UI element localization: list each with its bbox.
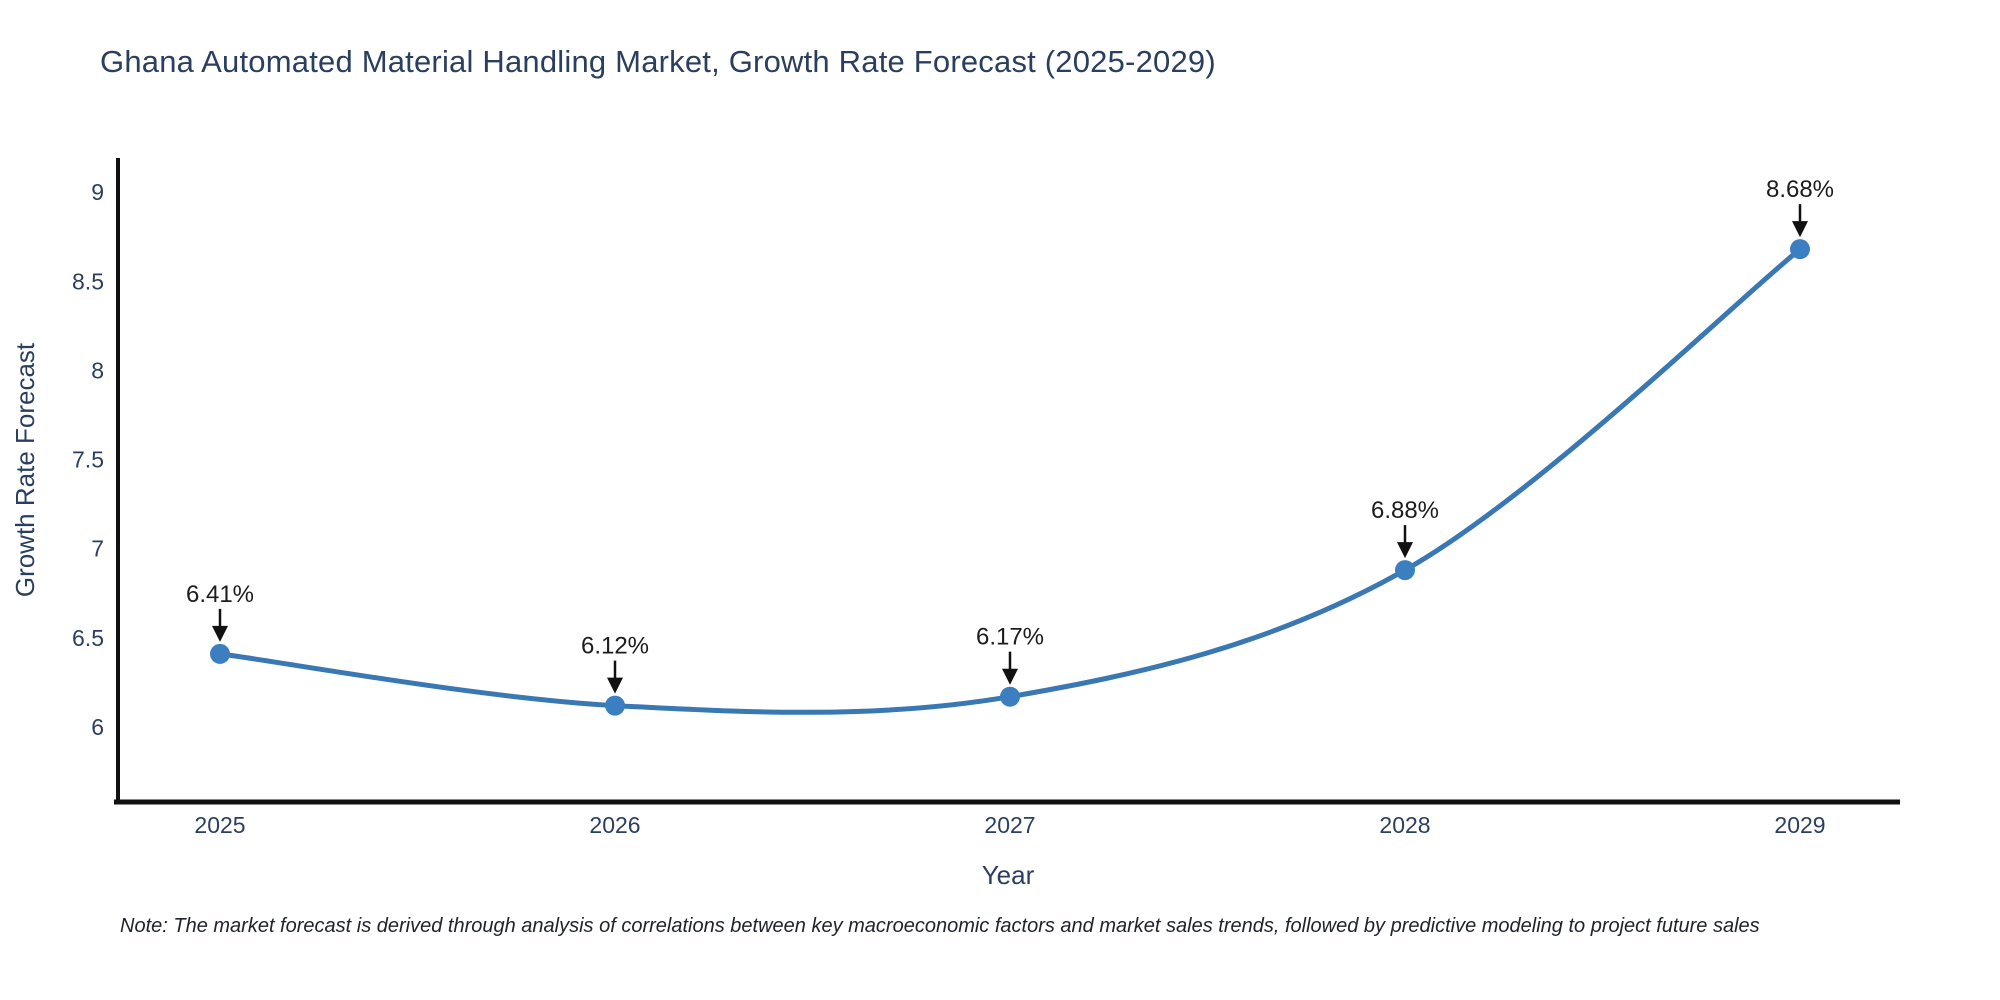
y-tick-label: 7.5 bbox=[72, 447, 104, 473]
y-tick-label: 8.5 bbox=[72, 268, 104, 294]
x-axis-title: Year bbox=[982, 860, 1035, 890]
point-value-label: 6.12% bbox=[581, 633, 649, 660]
point-annotation: 8.68% bbox=[1766, 176, 1834, 238]
y-axis-tick-labels: 6 6.5 7 7.5 8 8.5 9 bbox=[72, 179, 104, 740]
axes bbox=[114, 158, 1900, 805]
point-value-label: 6.41% bbox=[186, 581, 254, 608]
x-tick-label: 2025 bbox=[194, 812, 245, 838]
y-tick-label: 6 bbox=[91, 714, 104, 740]
data-point-marker bbox=[1790, 239, 1810, 260]
y-tick-label: 7 bbox=[91, 536, 104, 562]
x-tick-label: 2029 bbox=[1774, 812, 1825, 838]
annotation-arrowhead-icon bbox=[1792, 221, 1808, 238]
point-annotation: 6.12% bbox=[581, 633, 649, 694]
series-line bbox=[217, 246, 1803, 715]
point-value-label: 6.88% bbox=[1371, 497, 1439, 524]
y-axis-title: Growth Rate Forecast bbox=[10, 342, 40, 597]
point-value-label: 8.68% bbox=[1766, 176, 1834, 203]
point-annotations: 6.41% 6.12% 6.17% 6.88% 8.68% bbox=[186, 176, 1834, 694]
point-value-label: 6.17% bbox=[976, 624, 1044, 651]
y-tick-label: 8 bbox=[91, 357, 104, 383]
y-tick-label: 6.5 bbox=[72, 625, 104, 651]
x-tick-label: 2028 bbox=[1379, 812, 1430, 838]
data-point-marker bbox=[210, 643, 230, 664]
annotation-arrowhead-icon bbox=[1002, 668, 1018, 685]
footnote: Note: The market forecast is derived thr… bbox=[120, 915, 1760, 937]
x-tick-label: 2026 bbox=[589, 812, 640, 838]
data-point-marker bbox=[605, 695, 625, 716]
point-annotation: 6.88% bbox=[1371, 497, 1439, 559]
point-annotation: 6.17% bbox=[976, 624, 1044, 685]
data-point-marker bbox=[1395, 560, 1415, 581]
series-markers bbox=[210, 239, 1810, 716]
annotation-arrowhead-icon bbox=[212, 625, 228, 642]
annotation-arrowhead-icon bbox=[607, 677, 623, 694]
x-axis-tick-labels: 2025 2026 2027 2028 2029 bbox=[194, 812, 1825, 838]
point-annotation: 6.41% bbox=[186, 581, 254, 642]
chart-title: Ghana Automated Material Handling Market… bbox=[100, 44, 1216, 79]
data-point-marker bbox=[1000, 686, 1020, 707]
annotation-arrowhead-icon bbox=[1397, 542, 1413, 559]
x-tick-label: 2027 bbox=[984, 812, 1035, 838]
y-tick-label: 9 bbox=[91, 179, 104, 205]
